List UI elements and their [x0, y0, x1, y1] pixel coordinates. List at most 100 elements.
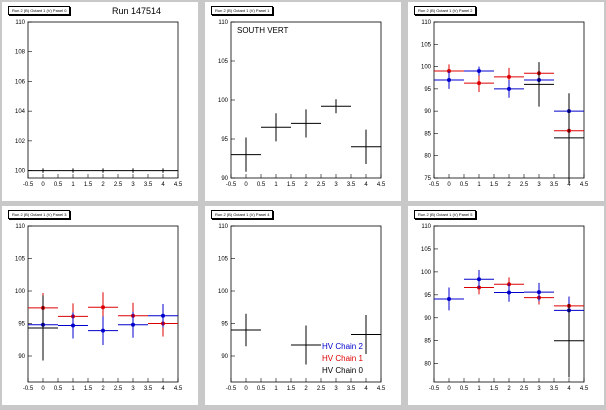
x-tick-label: 2 [304, 182, 308, 188]
plot-frame [433, 225, 585, 383]
x-tick-label: 0.5 [54, 386, 63, 392]
panel-title: Run 2 (B) Octant 1 (V) Panel 5 [414, 210, 477, 219]
y-tick-label: 80 [424, 154, 431, 160]
data-point-marker [101, 328, 105, 333]
x-tick-label: 1.5 [84, 386, 93, 392]
data-point-marker [477, 277, 481, 282]
x-tick-label: 2.5 [520, 182, 529, 188]
x-tick-label: 3 [131, 182, 135, 188]
plot-3: -0.5 0 0.5 1 1.5 2 2.5 3 3.5 4 4.5 90 95 100 105 110 [15, 224, 183, 392]
data-point-marker [477, 69, 481, 74]
y-tick-label: 95 [18, 322, 25, 328]
x-tick-label: 3.5 [144, 386, 153, 392]
y-tick-label: 85 [424, 131, 431, 137]
y-tick-label: 95 [221, 322, 228, 328]
x-tick-label: -0.5 [23, 182, 34, 188]
y-tick-label: 80 [424, 362, 431, 368]
x-tick-label: 4 [567, 182, 571, 188]
plot-0: -0.5 0 0.5 1 1.5 2 2.5 3 3.5 4 4.5 100 102 104 106 108 1… [15, 20, 183, 188]
y-tick-label: 90 [424, 316, 431, 322]
x-tick-label: 0 [41, 182, 45, 188]
y-tick-label: 110 [218, 224, 228, 230]
plot-panel-2: -0.5 0 0.5 1 1.5 2 2.5 3 3.5 4 4.5 75 80 85 90 95 100 105… [408, 2, 604, 201]
x-tick-label: 3.5 [347, 182, 356, 188]
x-tick-label: 1 [477, 182, 481, 188]
data-point-marker [447, 77, 451, 82]
x-tick-label: -0.5 [226, 182, 237, 188]
y-tick-label: 105 [421, 247, 432, 253]
x-tick-label: 3 [537, 386, 541, 392]
x-tick-label: 3 [131, 386, 135, 392]
x-tick-label: 3.5 [347, 386, 356, 392]
x-tick-label: 2 [101, 182, 105, 188]
y-tick-label: 100 [218, 98, 229, 104]
y-tick-label: 110 [421, 20, 431, 26]
y-tick-label: 90 [18, 354, 25, 360]
legend-entry-chain1: HV Chain 1 [322, 354, 363, 363]
x-tick-label: 0 [447, 386, 451, 392]
y-tick-label: 110 [15, 20, 25, 26]
data-point-marker [507, 74, 511, 79]
plot-panel-0: -0.5 0 0.5 1 1.5 2 2.5 3 3.5 4 4.5 100 102 104 106 108 1… [2, 2, 198, 201]
y-tick-label: 100 [421, 270, 432, 276]
x-tick-label: 1.5 [287, 386, 296, 392]
x-tick-label: 4.5 [377, 386, 386, 392]
y-tick-label: 100 [15, 289, 26, 295]
panel-title: Run 2 (B) Octant 1 (V) Panel 0 [8, 6, 71, 15]
y-tick-label: 105 [421, 42, 432, 48]
x-tick-label: 1.5 [84, 182, 93, 188]
plot-frame [27, 21, 179, 179]
x-tick-label: 0.5 [460, 386, 469, 392]
x-tick-label: 4.5 [580, 182, 589, 188]
y-tick-label: 75 [424, 176, 431, 182]
plot-panel-4: -0.5 0 0.5 1 1.5 2 2.5 3 3.5 4 4.5 90 95 100 105 110 Ru… [205, 206, 401, 405]
y-tick-label: 105 [218, 59, 229, 65]
x-tick-label: 1 [477, 386, 481, 392]
y-tick-label: 100 [218, 289, 229, 295]
y-tick-label: 110 [15, 224, 25, 230]
x-tick-label: 4 [364, 386, 368, 392]
x-tick-label: 4 [161, 182, 165, 188]
x-tick-label: 4.5 [580, 386, 589, 392]
x-tick-label: 3 [334, 182, 338, 188]
x-tick-label: 0.5 [257, 386, 266, 392]
data-point-marker [507, 290, 511, 295]
data-point-marker [447, 296, 451, 301]
y-tick-label: 102 [15, 139, 26, 145]
y-tick-label: 104 [15, 109, 26, 115]
x-tick-label: 1.5 [490, 182, 499, 188]
data-point-marker [477, 81, 481, 86]
y-tick-label: 90 [424, 109, 431, 115]
x-tick-label: 1.5 [287, 182, 296, 188]
x-tick-label: 1 [71, 386, 75, 392]
x-tick-label: 4.5 [174, 182, 183, 188]
plot-frame [433, 21, 585, 179]
y-tick-label: 90 [221, 354, 228, 360]
plot-4: -0.5 0 0.5 1 1.5 2 2.5 3 3.5 4 4.5 90 95 100 105 110 [218, 224, 386, 392]
data-point-marker [537, 290, 541, 295]
x-tick-label: 0 [244, 386, 248, 392]
y-tick-label: 106 [15, 79, 26, 85]
y-tick-label: 100 [15, 169, 26, 175]
y-tick-label: 85 [424, 339, 431, 345]
plot-2: -0.5 0 0.5 1 1.5 2 2.5 3 3.5 4 4.5 75 80 85 90 95 100 105… [421, 20, 589, 188]
x-tick-label: 2 [507, 386, 511, 392]
data-point-marker [101, 305, 105, 310]
x-tick-label: 3 [334, 386, 338, 392]
y-tick-label: 100 [421, 65, 432, 71]
y-tick-label: 105 [218, 257, 229, 263]
x-tick-label: 3 [537, 182, 541, 188]
legend-entry-chain0: HV Chain 0 [322, 366, 363, 375]
y-tick-label: 95 [424, 87, 431, 93]
x-tick-label: 4.5 [377, 182, 386, 188]
x-tick-label: -0.5 [23, 386, 34, 392]
x-tick-label: 3.5 [550, 182, 559, 188]
y-tick-label: 105 [15, 257, 26, 263]
x-tick-label: -0.5 [429, 182, 440, 188]
panel-title: Run 2 (B) Octant 1 (V) Panel 1 [211, 6, 274, 15]
y-tick-label: 95 [221, 137, 228, 143]
x-tick-label: 0.5 [54, 182, 63, 188]
x-tick-label: 1.5 [490, 386, 499, 392]
plot-panel-3: -0.5 0 0.5 1 1.5 2 2.5 3 3.5 4 4.5 90 95 100 105 110 Ru… [2, 206, 198, 405]
x-tick-label: 1 [274, 386, 278, 392]
